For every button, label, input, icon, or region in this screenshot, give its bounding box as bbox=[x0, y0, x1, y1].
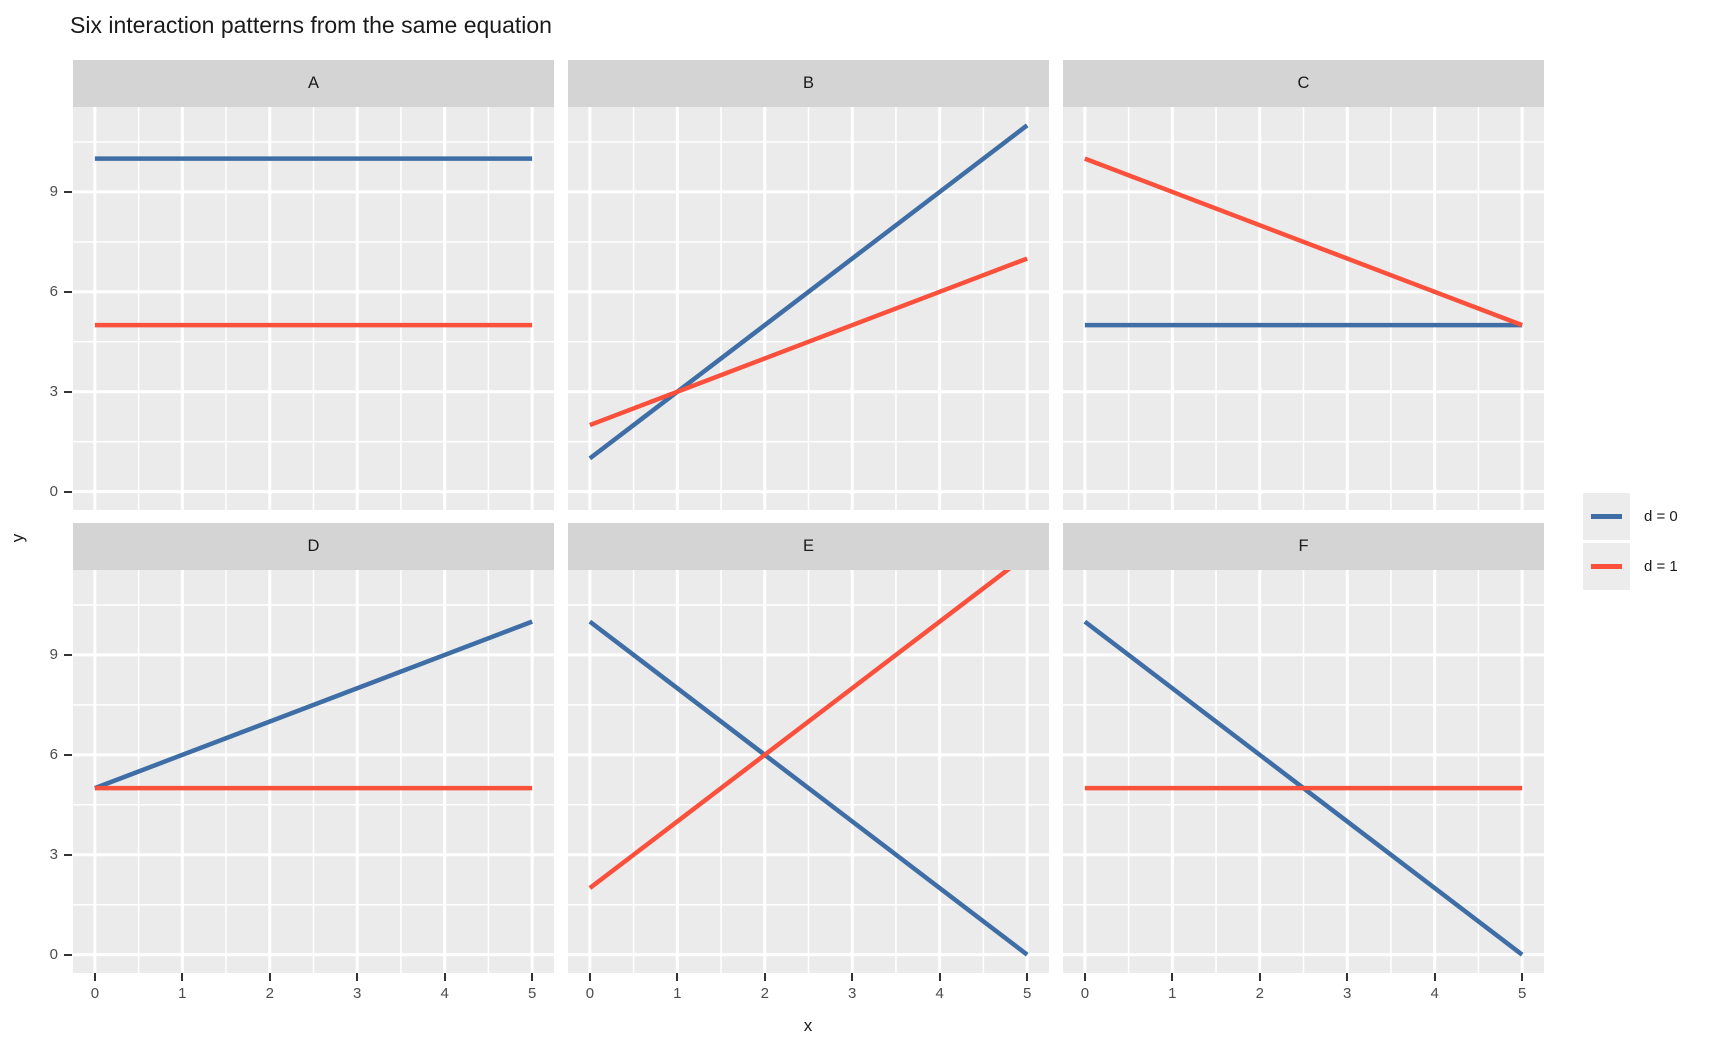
legend-swatch-line bbox=[1591, 514, 1622, 519]
x-tick-mark bbox=[356, 973, 359, 981]
x-tick-mark bbox=[93, 973, 96, 981]
y-tick-mark bbox=[64, 853, 72, 856]
x-tick-label: 1 bbox=[673, 985, 682, 1002]
x-tick-label: 0 bbox=[90, 985, 100, 1002]
series-line-D-d0 bbox=[94, 619, 533, 791]
x-tick-label: 1 bbox=[1168, 985, 1177, 1002]
facet-panel-E bbox=[568, 570, 1049, 973]
x-tick-label: 2 bbox=[265, 985, 274, 1002]
x-tick-mark bbox=[1433, 973, 1436, 981]
x-tick-mark bbox=[938, 973, 941, 981]
x-tick-mark bbox=[1346, 973, 1349, 981]
y-tick-label: 3 bbox=[49, 845, 58, 863]
facet-strip-label: B bbox=[802, 74, 814, 92]
facet-strip-label: C bbox=[1297, 74, 1310, 92]
legend-key bbox=[1583, 493, 1630, 540]
x-tick-label: 4 bbox=[935, 985, 944, 1002]
y-tick-mark bbox=[64, 390, 72, 393]
x-tick-label: 2 bbox=[1255, 985, 1264, 1002]
facet-strip-label: D bbox=[307, 537, 320, 555]
facet-strip-C: C bbox=[1063, 60, 1544, 107]
facet-strip-label: E bbox=[802, 537, 814, 555]
facet-strip-label: A bbox=[307, 74, 319, 92]
x-tick-mark bbox=[1171, 973, 1174, 981]
x-tick-mark bbox=[181, 973, 184, 981]
y-tick-label: 9 bbox=[49, 182, 58, 200]
legend-swatch-line bbox=[1591, 564, 1622, 569]
y-tick-label: 0 bbox=[49, 482, 58, 500]
legend-item-d0: d = 0 bbox=[1583, 493, 1678, 540]
x-tick-mark bbox=[588, 973, 591, 981]
x-tick-mark bbox=[1026, 973, 1029, 981]
y-tick-mark bbox=[64, 290, 72, 293]
y-tick-label: 9 bbox=[49, 645, 58, 663]
x-tick-mark bbox=[676, 973, 679, 981]
x-tick-label: 5 bbox=[1022, 985, 1032, 1002]
series-line-C-d1 bbox=[1084, 156, 1523, 328]
y-tick-mark bbox=[64, 190, 72, 193]
y-tick-mark bbox=[64, 490, 72, 493]
facet-panel-B bbox=[568, 107, 1049, 510]
x-tick-mark bbox=[851, 973, 854, 981]
facet-panel-C bbox=[1063, 107, 1544, 510]
x-tick-label: 2 bbox=[760, 985, 769, 1002]
facet-strip-B: B bbox=[568, 60, 1049, 107]
y-tick-label: 3 bbox=[49, 382, 58, 400]
x-tick-label: 1 bbox=[178, 985, 187, 1002]
series-line-B-d0 bbox=[588, 123, 1029, 461]
legend-item-d1: d = 1 bbox=[1583, 543, 1678, 590]
x-tick-label: 3 bbox=[848, 985, 857, 1002]
y-tick-label: 6 bbox=[49, 282, 58, 300]
facet-strip-E: E bbox=[568, 523, 1049, 570]
series-line-E-d0 bbox=[588, 619, 1029, 957]
legend-label: d = 1 bbox=[1644, 558, 1678, 575]
x-tick-label: 0 bbox=[1080, 985, 1090, 1002]
facet-panel-A bbox=[73, 107, 554, 510]
facet-strip-F: F bbox=[1063, 523, 1544, 570]
series-line-B-d1 bbox=[589, 256, 1028, 428]
y-tick-label: 6 bbox=[49, 745, 58, 763]
x-tick-mark bbox=[1083, 973, 1086, 981]
y-tick-mark bbox=[64, 753, 72, 756]
x-axis-title: x bbox=[803, 1016, 813, 1035]
chart-title: Six interaction patterns from the same e… bbox=[70, 12, 552, 38]
facet-strip-D: D bbox=[73, 523, 554, 570]
x-tick-mark bbox=[268, 973, 271, 981]
y-tick-mark bbox=[64, 653, 72, 656]
x-tick-label: 3 bbox=[1343, 985, 1352, 1002]
series-line-E-d1 bbox=[588, 570, 1012, 890]
x-tick-label: 0 bbox=[585, 985, 595, 1002]
x-tick-mark bbox=[763, 973, 766, 981]
legend-key bbox=[1583, 543, 1630, 590]
x-tick-label: 3 bbox=[353, 985, 362, 1002]
y-tick-mark bbox=[64, 953, 72, 956]
facet-panel-F bbox=[1063, 570, 1544, 973]
facet-strip-A: A bbox=[73, 60, 554, 107]
x-tick-label: 5 bbox=[527, 985, 537, 1002]
x-tick-label: 5 bbox=[1517, 985, 1527, 1002]
legend-label: d = 0 bbox=[1644, 508, 1678, 525]
y-axis-title: y bbox=[8, 533, 27, 543]
x-tick-mark bbox=[531, 973, 534, 981]
x-tick-mark bbox=[1258, 973, 1261, 981]
x-tick-label: 4 bbox=[1430, 985, 1439, 1002]
facet-panel-D bbox=[73, 570, 554, 973]
y-tick-label: 0 bbox=[49, 945, 58, 963]
x-tick-mark bbox=[1521, 973, 1524, 981]
x-tick-mark bbox=[443, 973, 446, 981]
x-tick-label: 4 bbox=[440, 985, 449, 1002]
facet-strip-label: F bbox=[1298, 537, 1309, 555]
